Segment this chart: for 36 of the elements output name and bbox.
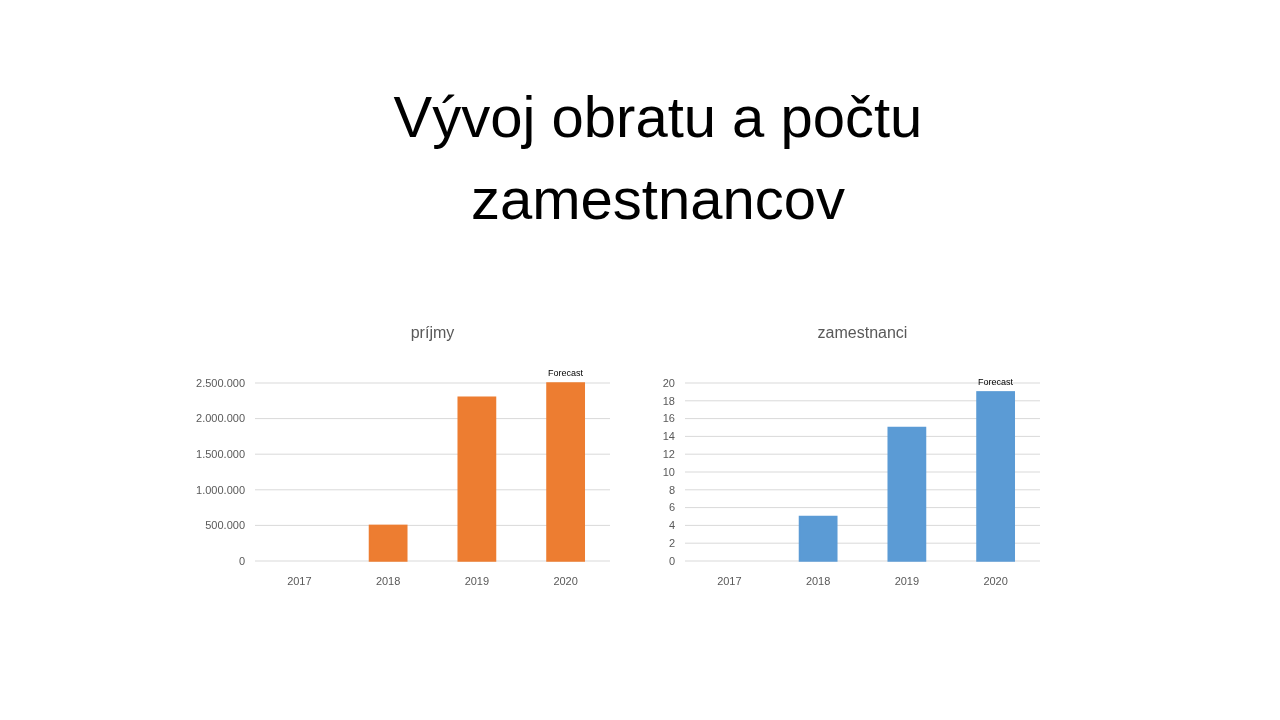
x-tick-label: 2020 — [553, 575, 578, 587]
y-tick-label: 2.000.000 — [196, 412, 245, 425]
y-tick-label: 16 — [662, 412, 675, 425]
bar — [798, 515, 838, 562]
text: Vývoj obratu a počtu zamestnancov — [392, 83, 924, 233]
y-tick-label: 0 — [238, 554, 245, 567]
bar — [887, 426, 927, 562]
y-tick-label: 8 — [668, 483, 675, 496]
y-tick-label: 20 — [662, 376, 675, 389]
x-tick-label: 2017 — [717, 575, 742, 587]
x-tick-label: 2018 — [805, 575, 831, 587]
bar — [976, 391, 1016, 562]
chart-title: príjmy — [410, 324, 455, 341]
y-tick-label: 500.000 — [205, 519, 245, 532]
y-tick-label: 1.000.000 — [196, 483, 245, 496]
y-tick-label: 1.500.000 — [196, 448, 245, 461]
annotation: Forecast — [978, 376, 1014, 387]
y-tick-label: 18 — [662, 394, 675, 407]
x-tick-label: 2019 — [464, 575, 490, 587]
y-tick-label: 14 — [662, 430, 675, 443]
y-tick-label: 4 — [668, 519, 675, 532]
x-tick-label: 2017 — [287, 575, 312, 587]
y-tick-label: 10 — [662, 465, 675, 478]
y-tick-label: 12 — [662, 448, 675, 461]
y-tick-label: 0 — [668, 554, 675, 567]
x-tick-label: 2020 — [983, 575, 1008, 587]
bar — [546, 382, 586, 562]
annotation: Forecast — [548, 368, 584, 378]
y-tick-label: 2.500.000 — [196, 376, 245, 389]
bar — [368, 524, 408, 562]
chart-title: zamestnanci — [817, 324, 908, 341]
x-tick-label: 2019 — [894, 575, 920, 587]
y-tick-label: 2 — [668, 537, 675, 550]
x-tick-label: 2018 — [375, 575, 401, 587]
y-tick-label: 6 — [668, 501, 675, 514]
bar — [457, 396, 497, 562]
